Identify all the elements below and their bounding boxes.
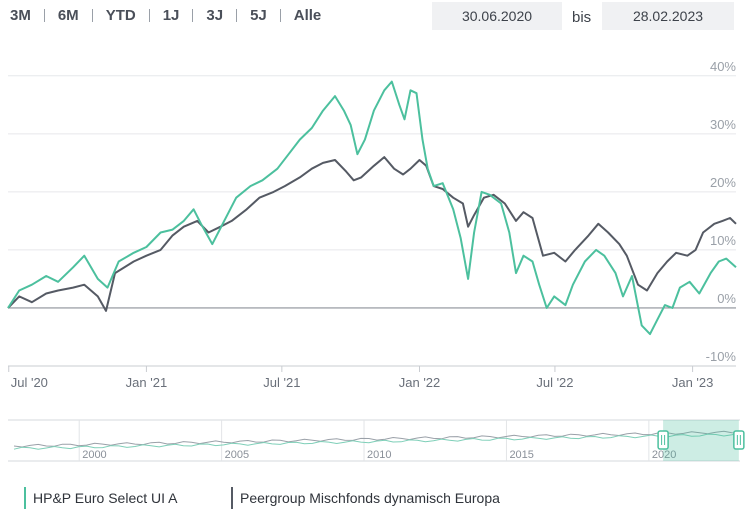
range-separator bbox=[148, 8, 150, 22]
x-tick-label: Jul '20 bbox=[11, 375, 48, 390]
y-tick-label: 40% bbox=[710, 59, 736, 74]
series-lines bbox=[7, 80, 737, 336]
legend-swatch-fund bbox=[24, 487, 26, 509]
navigator-selection[interactable] bbox=[663, 420, 739, 461]
range-separator bbox=[91, 8, 93, 22]
y-tick-label: 30% bbox=[710, 117, 736, 132]
legend-item-fund[interactable]: HP&P Euro Select UI A bbox=[24, 487, 177, 509]
range-button-3j[interactable]: 3J bbox=[206, 6, 224, 24]
range-separator bbox=[192, 8, 194, 22]
range-button-alle[interactable]: Alle bbox=[293, 6, 322, 24]
legend: HP&P Euro Select UI A Peergroup Mischfon… bbox=[0, 487, 746, 511]
navigator-tick-label: 2005 bbox=[225, 449, 249, 461]
navigator-tick-label: 2020 bbox=[652, 449, 676, 461]
performance-chart: 40% 30% 20% 10% 0% -10% Jul '20 Jan '21 Jul '21… bbox=[7, 59, 745, 462]
navigator-tick-label: 2000 bbox=[82, 449, 106, 461]
navigator-tick-label: 2010 bbox=[367, 449, 391, 461]
x-tick-label: Jan '23 bbox=[672, 375, 714, 390]
date-to-input[interactable] bbox=[602, 2, 734, 30]
range-selector: 3M 6M YTD 1J 3J 5J Alle bbox=[8, 5, 323, 25]
y-tick-label: 10% bbox=[710, 233, 736, 248]
x-tick-label: Jan '21 bbox=[126, 375, 168, 390]
legend-label-fund: HP&P Euro Select UI A bbox=[33, 490, 178, 506]
series-line-peergroup bbox=[7, 156, 737, 312]
navigator-tick-label: 2015 bbox=[509, 449, 533, 461]
navigator-handle-right[interactable] bbox=[733, 430, 745, 450]
range-button-5j[interactable]: 5J bbox=[250, 6, 267, 24]
legend-item-peergroup[interactable]: Peergroup Mischfonds dynamisch Europa bbox=[231, 487, 500, 509]
range-button-6m[interactable]: 6M bbox=[57, 6, 79, 24]
range-navigator[interactable]: 2000 2005 2010 2015 2020 bbox=[8, 419, 745, 462]
y-axis-ticks: 40% 30% 20% 10% 0% -10% bbox=[706, 59, 737, 364]
navigator-handle-left[interactable] bbox=[657, 430, 669, 450]
x-axis: Jul '20 Jan '21 Jul '21 Jan '22 Jul '22 Jan '… bbox=[8, 365, 736, 390]
legend-label-peergroup: Peergroup Mischfonds dynamisch Europa bbox=[240, 490, 500, 506]
x-tick-label: Jul '21 bbox=[263, 375, 300, 390]
date-from-input[interactable] bbox=[432, 2, 562, 30]
range-separator bbox=[279, 8, 281, 22]
legend-swatch-peergroup bbox=[231, 487, 233, 509]
range-button-ytd[interactable]: YTD bbox=[105, 6, 136, 24]
navigator-line-peergroup bbox=[13, 430, 741, 448]
range-separator bbox=[43, 8, 45, 22]
date-separator-label: bis bbox=[572, 9, 592, 26]
y-tick-label: 0% bbox=[717, 291, 736, 306]
x-tick-label: Jan '22 bbox=[399, 375, 441, 390]
range-button-3m[interactable]: 3M bbox=[10, 6, 31, 24]
range-separator bbox=[236, 8, 238, 22]
navigator-line-fund bbox=[13, 432, 741, 450]
y-tick-label: -10% bbox=[706, 349, 737, 364]
range-button-1j[interactable]: 1J bbox=[162, 6, 180, 24]
series-line-fund bbox=[7, 80, 737, 336]
x-tick-label: Jul '22 bbox=[536, 375, 573, 390]
y-tick-label: 20% bbox=[710, 175, 736, 190]
